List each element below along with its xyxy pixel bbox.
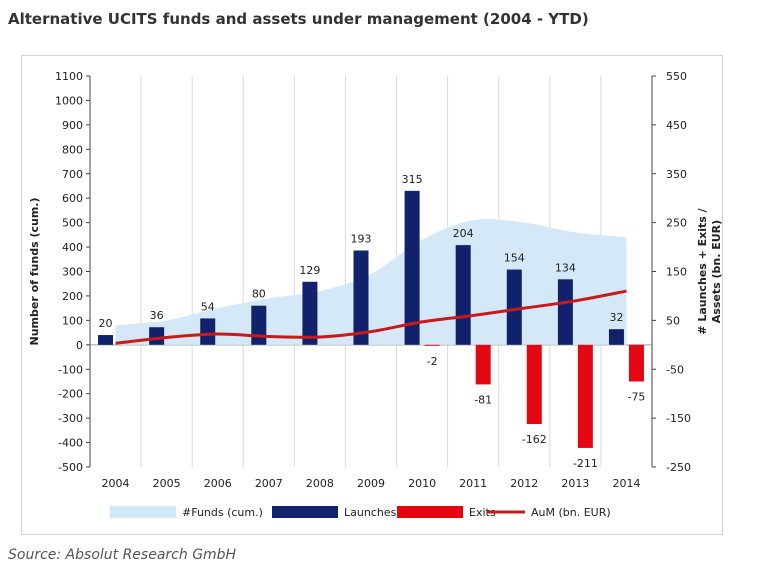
- x-tick-label: 2014: [612, 477, 640, 490]
- legend-label: Exits: [469, 506, 496, 519]
- launch-label: 154: [504, 252, 525, 265]
- right-tick-label: 150: [666, 266, 687, 279]
- legend-swatch: [110, 506, 176, 518]
- source-note: Source: Absolut Research GmbH: [8, 547, 237, 563]
- launch-label: 193: [351, 232, 372, 245]
- exit-label: -211: [573, 457, 598, 470]
- funds-area: [115, 219, 627, 345]
- left-tick-label: 400: [62, 241, 83, 254]
- launch-label: 134: [555, 261, 576, 274]
- right-axis-title-line2: Assets (bn. EUR): [710, 220, 722, 323]
- left-tick-label: 800: [62, 143, 83, 156]
- launch-bar: [557, 279, 573, 345]
- launch-bar: [455, 245, 471, 345]
- right-tick-label: 250: [666, 217, 687, 230]
- x-tick-label: 2006: [204, 477, 232, 490]
- exit-label: -162: [522, 433, 547, 446]
- left-tick-label: 300: [62, 266, 83, 279]
- launch-bar: [200, 318, 216, 345]
- exit-label: -75: [627, 390, 645, 403]
- left-tick-label: 900: [62, 119, 83, 132]
- exit-label: -81: [474, 393, 492, 406]
- left-tick-label: -300: [58, 412, 83, 425]
- exit-label: -2: [427, 355, 438, 368]
- legend-swatch: [272, 506, 338, 518]
- x-tick-label: 2010: [408, 477, 436, 490]
- chart-svg: -500 -400 -300 -200 -100 0 100 200 300 400 500 600 7…: [28, 70, 723, 519]
- exit-bar: [577, 344, 593, 448]
- launch-label: 20: [99, 317, 113, 330]
- left-tick-label: -100: [58, 363, 83, 376]
- aum-line: [115, 289, 627, 345]
- right-tick-label: -250: [666, 461, 691, 474]
- chart-title: Alternative UCITS funds and assets under…: [8, 10, 589, 28]
- launch-bar: [149, 327, 165, 345]
- x-tick-label: 2004: [102, 477, 130, 490]
- aum-line-group: [115, 289, 627, 345]
- axes: -500 -400 -300 -200 -100 0 100 200 300 400 500 600 7…: [28, 70, 723, 490]
- launch-label: 54: [201, 300, 215, 313]
- legend-swatch: [397, 506, 463, 518]
- left-tick-label: -400: [58, 437, 83, 450]
- x-tick-label: 2007: [255, 477, 283, 490]
- exit-bar: [526, 344, 542, 424]
- launch-label: 80: [252, 288, 266, 301]
- x-tick-label: 2009: [357, 477, 385, 490]
- launch-label: 204: [453, 227, 474, 240]
- x-tick-label: 2012: [510, 477, 538, 490]
- left-tick-label: 100: [62, 314, 83, 327]
- x-tick-label: 2005: [153, 477, 181, 490]
- right-tick-label: 350: [666, 168, 687, 181]
- launch-label: 32: [609, 311, 623, 324]
- launch-bar: [251, 305, 267, 345]
- chart-container: -500 -400 -300 -200 -100 0 100 200 300 400 500 600 7…: [21, 55, 723, 535]
- right-tick-label: -150: [666, 412, 691, 425]
- left-tick-label: 200: [62, 290, 83, 303]
- left-axis-title: Number of funds (cum.): [28, 197, 41, 345]
- legend-label: Launches: [344, 506, 397, 519]
- launch-label: 315: [402, 173, 423, 186]
- launch-bar: [404, 190, 420, 345]
- exit-bar: [475, 344, 491, 385]
- left-tick-label: -200: [58, 388, 83, 401]
- legend-label: AuM (bn. EUR): [531, 506, 611, 519]
- right-axis-title-line1: # Launches + Exits /: [696, 207, 709, 334]
- launch-bar: [98, 335, 114, 345]
- right-tick-label: 50: [666, 314, 680, 327]
- launch-bar: [608, 329, 624, 345]
- launch-bar: [353, 250, 369, 345]
- launch-label: 129: [299, 264, 320, 277]
- bars: [98, 190, 644, 448]
- right-tick-label: -50: [666, 363, 684, 376]
- legend: #Funds (cum.) Launches Exits AuM (bn. EUR): [110, 506, 611, 519]
- launch-label: 36: [150, 309, 164, 322]
- launch-bar: [302, 281, 318, 345]
- left-tick-label: 600: [62, 192, 83, 205]
- left-tick-label: 1100: [55, 70, 83, 83]
- data-labels: 20 36 54 80 129 193 315 204 154 134 32 -2 -81 -162 -21…: [99, 173, 646, 470]
- exit-bar: [424, 344, 440, 346]
- right-tick-label: 550: [666, 70, 687, 83]
- left-tick-label: 0: [76, 339, 83, 352]
- x-tick-label: 2011: [459, 477, 487, 490]
- launch-bar: [506, 269, 522, 345]
- legend-label: #Funds (cum.): [182, 506, 263, 519]
- left-tick-label: 500: [62, 217, 83, 230]
- exit-bar: [628, 344, 644, 382]
- left-tick-label: -500: [58, 461, 83, 474]
- x-tick-label: 2008: [306, 477, 334, 490]
- left-tick-label: 1000: [55, 94, 83, 107]
- right-tick-label: 450: [666, 119, 687, 132]
- funds-area-shape: [115, 219, 627, 345]
- x-tick-label: 2013: [561, 477, 589, 490]
- left-tick-label: 700: [62, 168, 83, 181]
